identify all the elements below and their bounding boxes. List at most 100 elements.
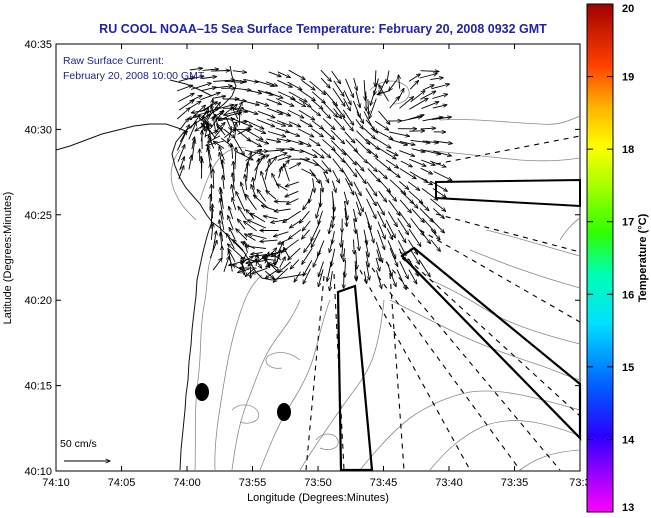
current-vector (344, 131, 355, 143)
current-vector (229, 261, 241, 265)
current-vector (276, 138, 290, 142)
current-vector (299, 157, 319, 165)
current-vector (276, 184, 288, 191)
current-vector (327, 260, 332, 282)
current-vector (389, 179, 406, 195)
current-vector (411, 208, 424, 223)
current-vector (303, 260, 313, 276)
current-vector (421, 159, 435, 165)
current-vector (386, 228, 392, 239)
current-vector (376, 249, 380, 262)
current-vector (283, 210, 301, 223)
current-vector (211, 71, 230, 72)
current-vector (265, 91, 283, 99)
current-vector (420, 149, 441, 155)
colorbar-tick-label: 20 (622, 3, 634, 15)
current-vector (378, 147, 396, 159)
current-vector (432, 94, 447, 99)
current-vector (353, 77, 357, 90)
current-vector (256, 118, 275, 126)
current-vector (266, 118, 286, 126)
current-vector (354, 149, 367, 163)
buoy-marker (277, 403, 291, 421)
current-vector (297, 128, 314, 137)
current-vector (244, 119, 264, 129)
current-vector (178, 100, 194, 111)
current-vector (227, 233, 235, 250)
current-vector (377, 170, 387, 178)
current-vector (399, 168, 416, 179)
current-vector (322, 101, 338, 118)
current-vector (430, 239, 440, 251)
current-vector (201, 159, 202, 179)
current-vector (248, 234, 267, 240)
x-tick-label: 74:00 (173, 477, 201, 489)
current-vector (204, 124, 208, 138)
current-vector (343, 201, 347, 220)
colorbar-tick-label: 13 (622, 502, 634, 514)
current-vector (367, 148, 378, 158)
current-vector (311, 149, 324, 158)
current-vector (263, 216, 278, 220)
current-vector (201, 123, 212, 134)
current-vector (431, 117, 452, 120)
current-vector (268, 71, 281, 77)
current-vector (367, 168, 380, 182)
sector-outline-2 (400, 246, 582, 441)
current-vector (398, 229, 406, 243)
current-vector (276, 250, 281, 262)
current-vector (176, 85, 193, 92)
current-vector (233, 122, 247, 123)
current-vector (386, 149, 398, 156)
current-vector (343, 191, 348, 205)
current-vector (320, 77, 330, 88)
current-vector (189, 101, 201, 109)
current-vector (255, 80, 275, 87)
current-vector (407, 198, 418, 208)
current-vector (211, 104, 216, 119)
current-vector (356, 130, 370, 145)
current-vector (311, 91, 325, 104)
current-vector (376, 269, 382, 288)
current-vector (244, 149, 263, 154)
x-tick-label: 74:10 (42, 477, 70, 489)
current-vector (227, 112, 242, 117)
current-vector (389, 97, 400, 109)
current-vector (332, 169, 340, 183)
current-vector (332, 158, 343, 172)
x-tick-label: 73:55 (239, 477, 267, 489)
current-vector (288, 247, 301, 260)
current-vector (212, 258, 222, 271)
current-vector (257, 254, 268, 262)
current-vector (284, 248, 290, 259)
current-vector (245, 174, 247, 190)
current-vector (376, 201, 385, 215)
current-vector (205, 111, 213, 124)
current-vector (331, 248, 336, 267)
current-vector (364, 211, 371, 230)
current-vector (243, 100, 259, 105)
current-vector (318, 269, 324, 286)
current-vector (273, 267, 289, 282)
current-vector (430, 218, 445, 233)
current-vector (364, 80, 365, 100)
current-vector (399, 261, 409, 279)
current-vector (377, 221, 385, 239)
current-vector (318, 240, 325, 256)
current-vector (243, 108, 258, 114)
current-vector (322, 118, 335, 129)
current-vector (211, 224, 213, 240)
current-vector (430, 229, 440, 240)
current-vector (299, 119, 312, 127)
current-vector (356, 111, 364, 124)
current-vector (389, 79, 398, 90)
current-vector (311, 99, 323, 109)
current-vector (388, 199, 400, 215)
current-vector (375, 138, 391, 149)
current-vector (236, 229, 248, 241)
current-vector (378, 110, 390, 124)
current-vector (244, 241, 249, 253)
current-vector (213, 80, 235, 81)
current-vector (365, 119, 378, 133)
current-vector (398, 211, 410, 228)
